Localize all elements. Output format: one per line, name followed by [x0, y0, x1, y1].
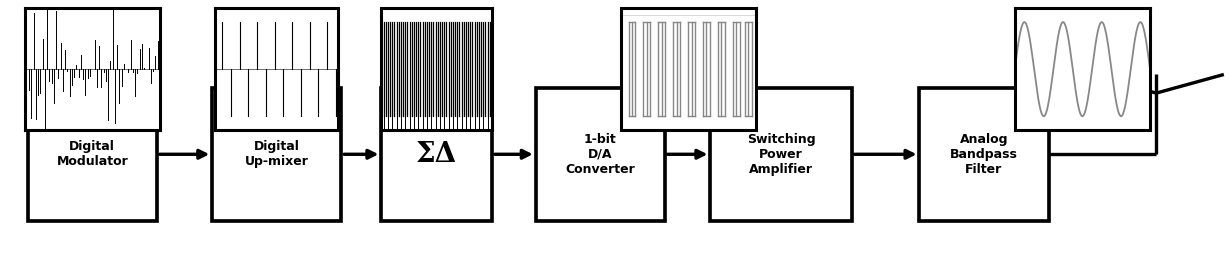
- Text: ΣΔ: ΣΔ: [416, 141, 458, 168]
- Text: Digital
Modulator: Digital Modulator: [57, 140, 128, 168]
- Text: Analog
Bandpass
Filter: Analog Bandpass Filter: [950, 133, 1018, 176]
- Bar: [213, 88, 342, 221]
- Bar: [711, 88, 852, 221]
- Text: Digital
Up-mixer: Digital Up-mixer: [245, 140, 309, 168]
- Text: 1-bit
D/A
Converter: 1-bit D/A Converter: [566, 133, 635, 176]
- Bar: [27, 88, 157, 221]
- Bar: [920, 88, 1048, 221]
- Bar: [535, 88, 664, 221]
- Text: Switching
Power
Amplifier: Switching Power Amplifier: [747, 133, 815, 176]
- Bar: [381, 88, 492, 221]
